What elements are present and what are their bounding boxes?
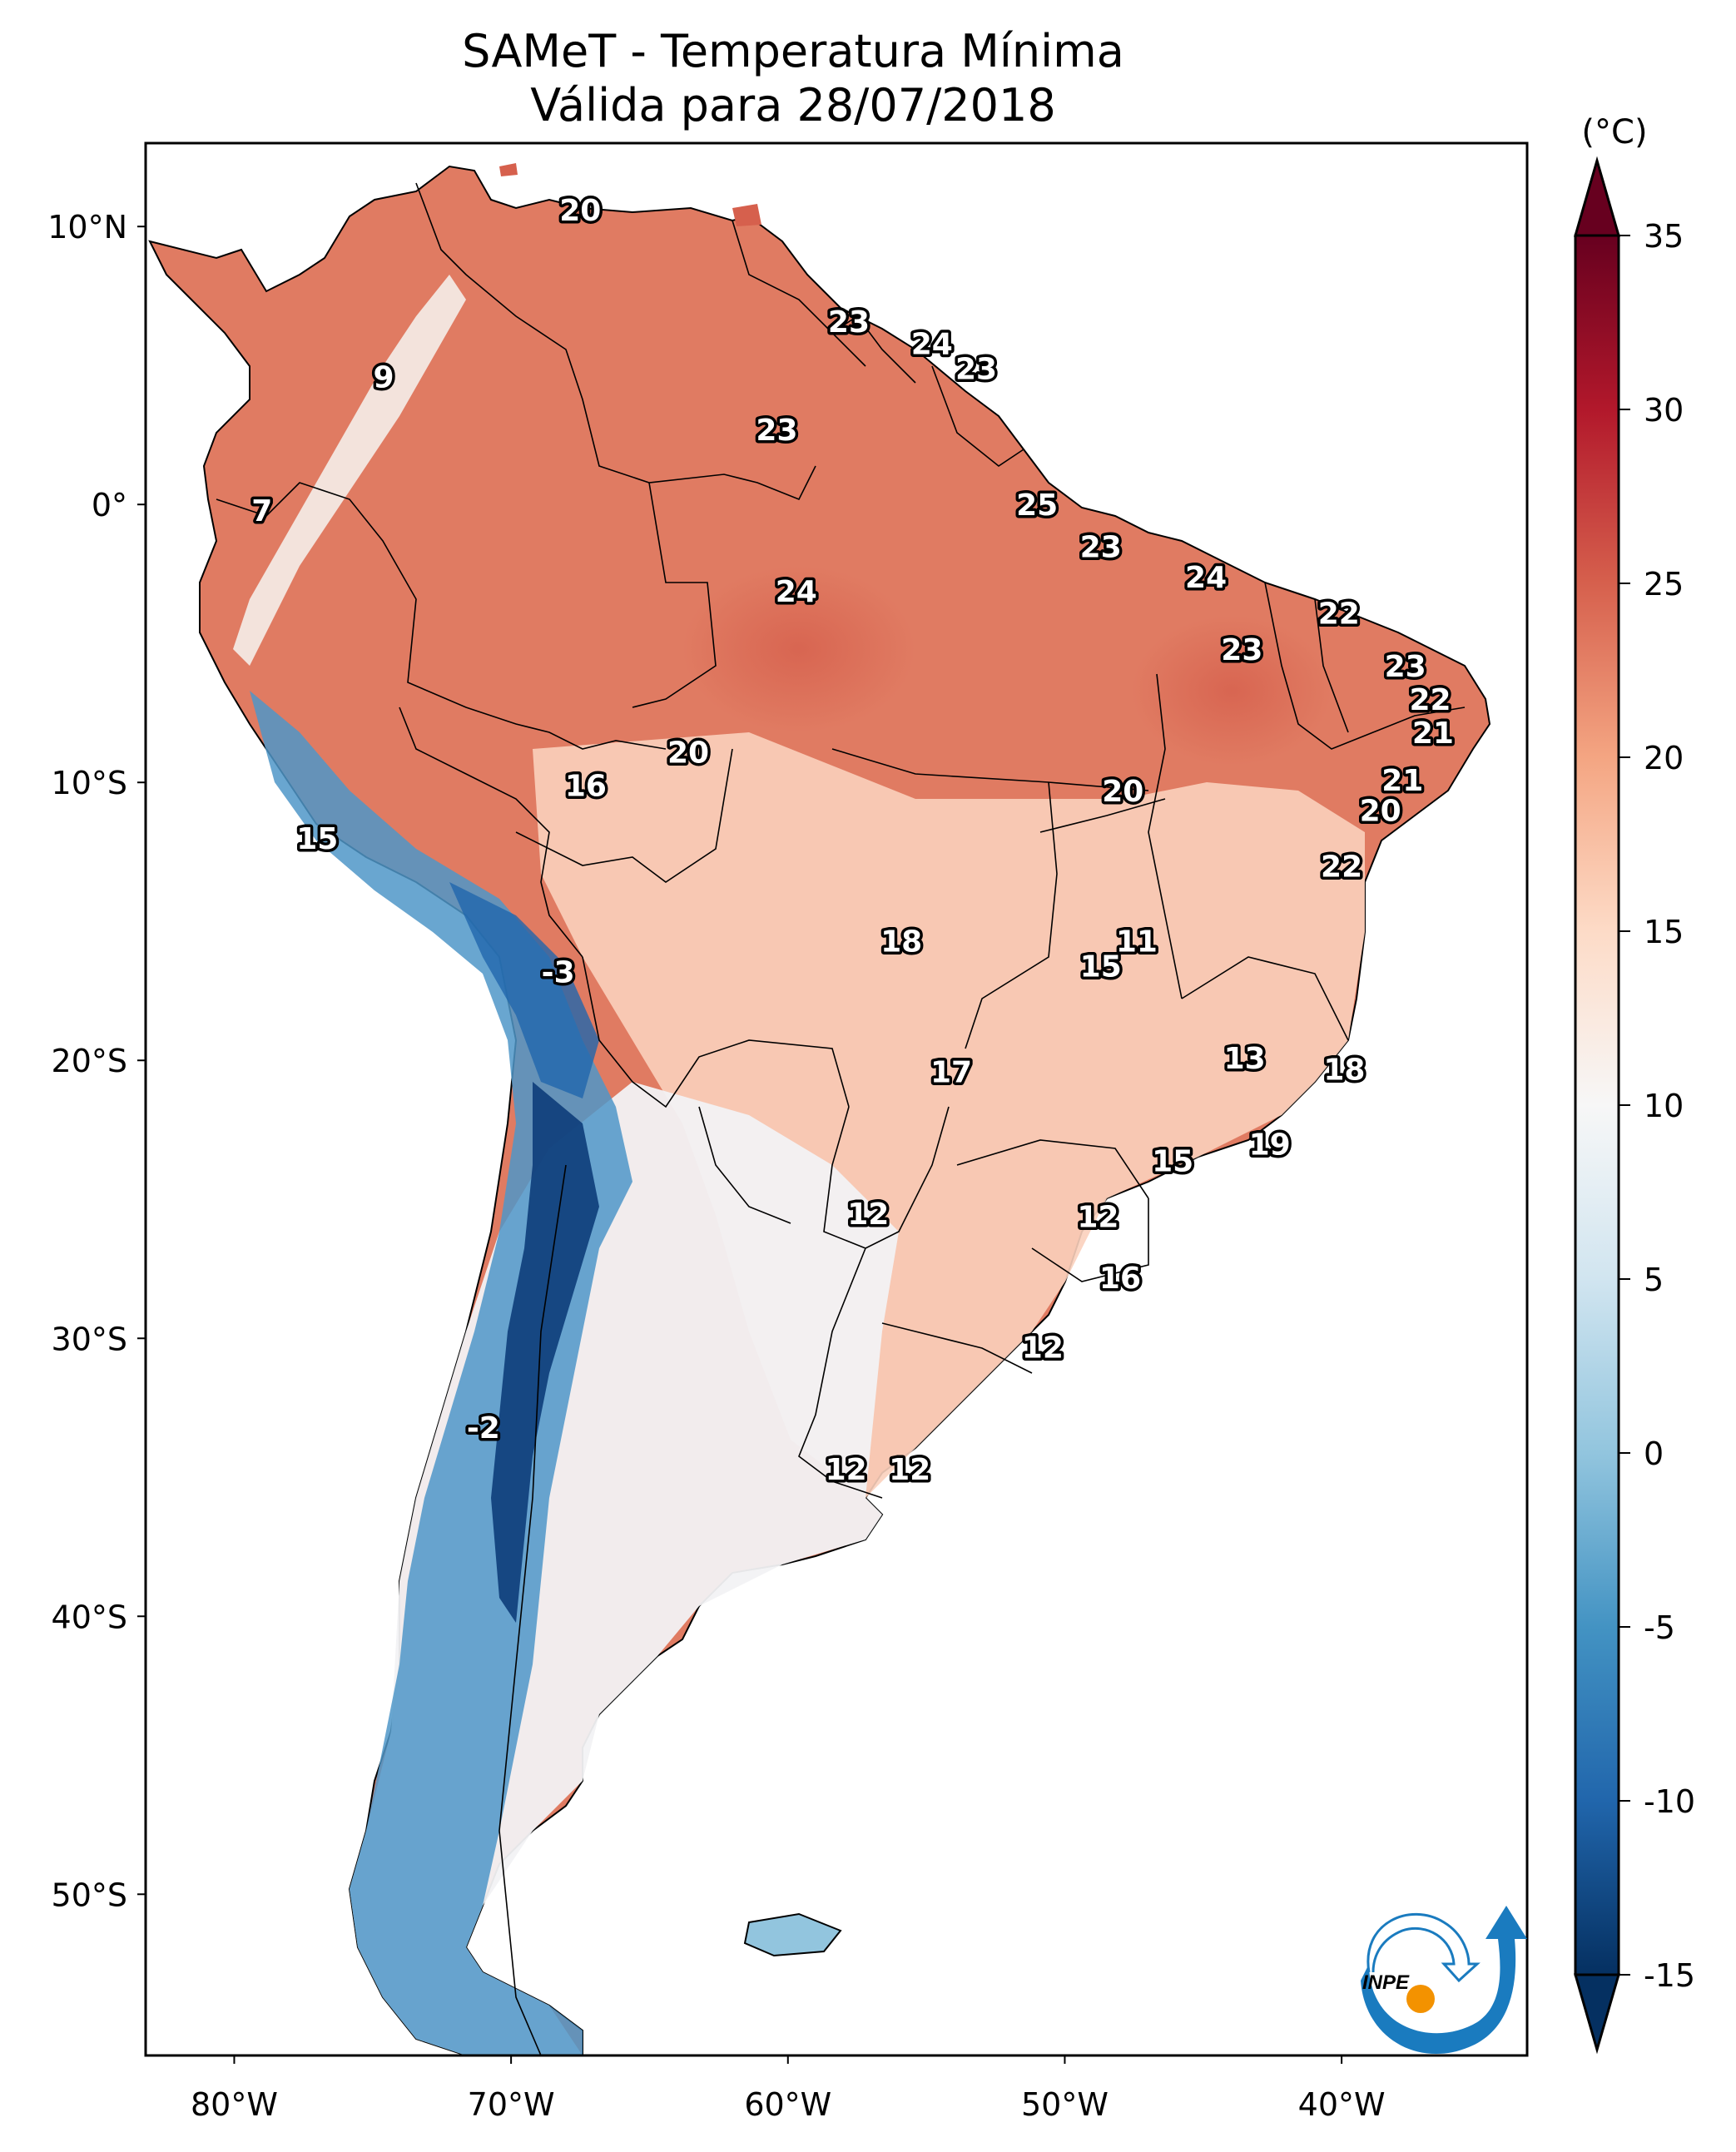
colorbar-tick-label: 10	[1644, 1088, 1684, 1124]
lat-tick-label: 50°S	[52, 1877, 127, 1913]
temperature-label: 23	[828, 305, 870, 340]
temperature-label: -3	[542, 955, 575, 989]
temperature-label: 20	[667, 736, 709, 770]
temperature-label: 17	[930, 1056, 972, 1090]
map-frame	[144, 141, 1529, 2057]
temperature-label: 16	[565, 770, 607, 804]
lat-tick-label: 40°S	[52, 1599, 127, 1635]
temperature-label: 19	[1249, 1128, 1291, 1162]
colorbar-extend-over	[1574, 156, 1620, 237]
logo-arrow-swoosh	[1361, 1906, 1527, 2055]
colorbar-tick-label: -15	[1644, 1957, 1695, 1994]
colorbar-units: (°C)	[1581, 113, 1647, 151]
region-altiplano-cold	[449, 882, 599, 1098]
temperature-label: 21	[1381, 764, 1423, 798]
logo-orbit-line	[1366, 1912, 1481, 1983]
logo-sun-dot	[1406, 1985, 1435, 2013]
temperature-label: 12	[847, 1197, 889, 1232]
latitude-axis: 10°N 0° 10°S 20°S 30°S 40°S 50°S	[47, 209, 146, 1913]
region-northern-andes-cool	[233, 275, 466, 666]
chart-title: SAMeT - Temperatura Mínima	[462, 25, 1124, 77]
lat-tick-label: 20°S	[52, 1043, 127, 1079]
temperature-label: 16	[1099, 1262, 1141, 1296]
temperature-label: 22	[1321, 850, 1362, 884]
temperature-label: 23	[756, 414, 797, 448]
region-mild-southeast	[533, 732, 1365, 1498]
lon-tick-label: 40°W	[1298, 2086, 1386, 2123]
region-andes-very-cold	[491, 1082, 599, 1623]
lon-tick-label: 60°W	[744, 2086, 831, 2123]
colorbar-tick-label: 15	[1644, 914, 1684, 950]
temperature-label: 23	[955, 353, 997, 387]
colorbar-tick-label: 5	[1644, 1262, 1664, 1298]
colorbar-tick-label: -5	[1644, 1609, 1675, 1646]
colorbar-tick-label: 0	[1644, 1435, 1664, 1472]
temperature-label: 20	[1360, 795, 1401, 829]
colorbar-ticks: 35 30 25 20 15 10 5 0 -5 -10 -15	[1619, 218, 1695, 1994]
temperature-label: 12	[889, 1453, 930, 1487]
colorbar-body	[1574, 234, 1620, 1976]
temperature-label: 23	[1221, 633, 1262, 667]
temperature-label: 18	[880, 925, 922, 959]
colorbar-extend-under	[1574, 1973, 1620, 2055]
colorbar-tick-label: 25	[1644, 566, 1684, 602]
longitude-axis: 80°W 70°W 60°W 50°W 40°W	[191, 2055, 1386, 2123]
caribbean-islands	[499, 163, 761, 226]
temperature-label: 25	[1016, 488, 1058, 523]
temperature-label: 20	[559, 194, 601, 228]
temperature-label: 22	[1410, 683, 1451, 717]
temperature-label: 12	[1077, 1200, 1118, 1234]
country-borders	[216, 182, 1466, 2055]
lon-tick-label: 70°W	[468, 2086, 555, 2123]
temperature-label: 24	[776, 575, 817, 609]
temperature-label: 11	[1116, 925, 1158, 959]
colorbar-tick-label: 30	[1644, 392, 1684, 429]
temperature-label: 24	[1185, 561, 1227, 595]
colorbar: (°C) 35 30 25 20 15 10 5 0 -5 -10 -15	[1574, 113, 1695, 2055]
colorbar-tick-label: 35	[1644, 218, 1684, 255]
temperature-label: 13	[1224, 1042, 1266, 1076]
hotspot-amazon	[682, 566, 915, 732]
temperature-label: 15	[1080, 950, 1122, 984]
lon-tick-label: 80°W	[191, 2086, 278, 2123]
colorbar-tick-label: -10	[1644, 1783, 1695, 1820]
temperature-label: 7	[251, 494, 272, 528]
chart-subtitle: Válida para 28/07/2018	[530, 79, 1056, 131]
temperature-label: 9	[374, 361, 394, 395]
temperature-field	[148, 163, 1491, 2055]
falkland-islands	[743, 1912, 842, 1957]
temperature-label: 24	[911, 327, 953, 361]
temperature-label: 18	[1323, 1053, 1365, 1087]
temperature-label: 23	[1385, 650, 1426, 684]
lon-tick-label: 50°W	[1021, 2086, 1109, 2123]
temperature-label: 20	[1102, 775, 1143, 809]
lat-tick-label: 0°	[92, 487, 127, 523]
temperature-label: 12	[1022, 1331, 1064, 1365]
lat-tick-label: 30°S	[52, 1321, 127, 1357]
colorbar-tick-label: 20	[1644, 740, 1684, 776]
temperature-label: 21	[1412, 717, 1454, 751]
temperature-label: -2	[467, 1411, 500, 1445]
lat-tick-label: 10°S	[52, 765, 127, 801]
inpe-logo: INPE	[1361, 1906, 1527, 2055]
hotspot-northeast	[1132, 616, 1332, 766]
temperature-label: 22	[1318, 597, 1360, 631]
lat-tick-label: 10°N	[47, 209, 127, 245]
temperature-label: 15	[1152, 1144, 1193, 1178]
logo-text: INPE	[1362, 1971, 1410, 1994]
temperature-label: 15	[296, 822, 338, 856]
temperature-label: 12	[826, 1453, 867, 1487]
temperature-label: 23	[1080, 530, 1122, 564]
